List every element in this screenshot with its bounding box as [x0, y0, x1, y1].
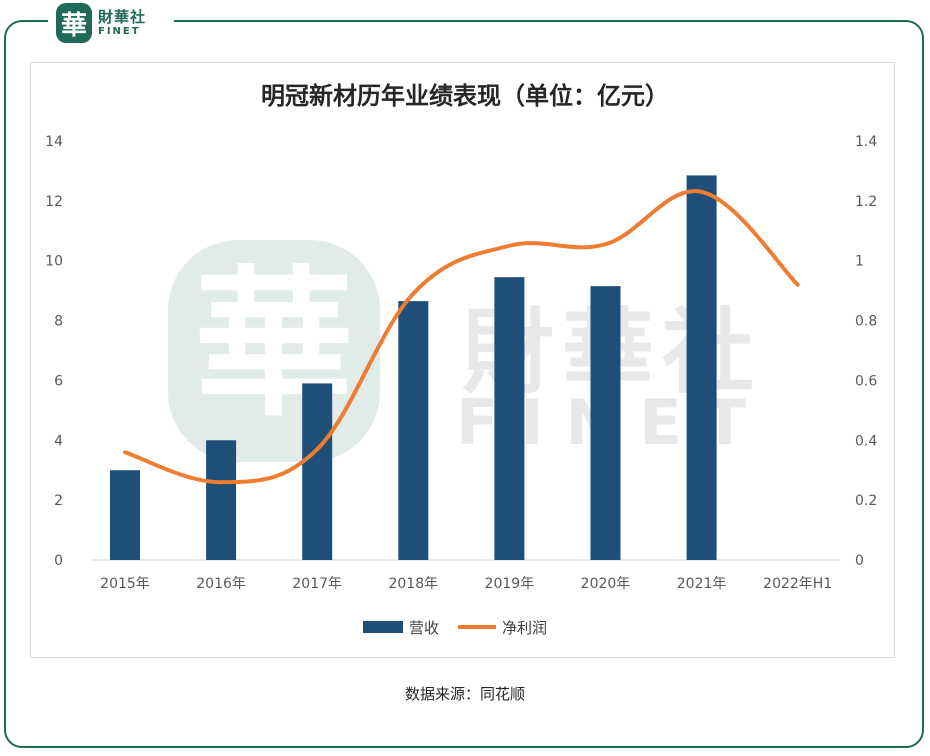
- x-tick-label: 2019年: [485, 576, 535, 592]
- legend-swatch-revenue: [363, 621, 403, 633]
- brand-logo: 華 財華社 FINET: [48, 0, 174, 46]
- y-right-tick-label: 1.2: [855, 194, 877, 210]
- chart-area: [30, 62, 895, 658]
- y-left-tick-label: 10: [45, 254, 63, 270]
- bar-revenue: [590, 286, 621, 560]
- bar-series: [110, 175, 717, 561]
- y-left-tick-label: 2: [54, 493, 63, 509]
- legend: 营收 净利润: [363, 619, 547, 637]
- y-left-tick-label: 6: [54, 373, 63, 389]
- y-right-tick-label: 1: [855, 254, 864, 270]
- x-axis: 2015年 2016年 2017年 2018年 2019年 2020年 2021年 2022年…: [100, 576, 832, 592]
- y-right-tick-label: 0.6: [855, 373, 877, 389]
- outer-frame: [4, 20, 924, 748]
- y-axis-right: 0 0.2 0.4 0.6 0.8 1 1.2 1.4: [855, 134, 877, 569]
- bar-revenue: [302, 383, 333, 560]
- line-series: [123, 189, 800, 485]
- bar-revenue: [686, 175, 717, 561]
- x-tick-label: 2022年H1: [763, 576, 832, 592]
- x-tick-label: 2015年: [100, 576, 150, 592]
- x-tick-label: 2017年: [292, 576, 342, 592]
- y-left-tick-label: 12: [45, 194, 63, 210]
- bar-revenue: [494, 277, 525, 560]
- bar-revenue: [110, 470, 140, 560]
- legend-label-net-profit: 净利润: [502, 619, 547, 637]
- y-right-tick-label: 0.8: [855, 314, 877, 330]
- x-tick-label: 2016年: [196, 576, 246, 592]
- y-right-tick-label: 0.4: [855, 433, 877, 449]
- source-note: 数据来源：同花顺: [404, 685, 525, 703]
- y-left-tick-label: 8: [54, 314, 63, 330]
- x-tick-label: 2018年: [388, 576, 438, 592]
- x-tick-label: 2021年: [677, 576, 727, 592]
- brand-name-cn: 財華社: [98, 7, 147, 26]
- y-left-tick-label: 0: [54, 553, 63, 569]
- chart-title: 明冠新材历年业绩表现（单位：亿元）: [261, 81, 669, 110]
- y-right-tick-label: 0.2: [855, 493, 877, 509]
- y-left-tick-label: 14: [45, 134, 63, 150]
- y-right-tick-label: 1.4: [855, 134, 877, 150]
- legend-label-revenue: 营收: [409, 619, 439, 637]
- y-left-tick-label: 4: [54, 433, 63, 449]
- brand-name-en: FINET: [98, 25, 141, 37]
- x-tick-label: 2020年: [581, 576, 631, 592]
- watermark: 華 財華社 FINET: [168, 240, 754, 462]
- bar-revenue: [206, 440, 237, 560]
- brand-text: 財華社 FINET: [98, 7, 147, 37]
- line-net-profit: [123, 189, 800, 485]
- bar-revenue: [398, 301, 429, 560]
- y-axis-left: 0 2 4 6 8 10 12 14: [45, 134, 63, 569]
- brand-seal-icon: 華: [56, 3, 92, 43]
- y-right-tick-label: 0: [855, 553, 864, 569]
